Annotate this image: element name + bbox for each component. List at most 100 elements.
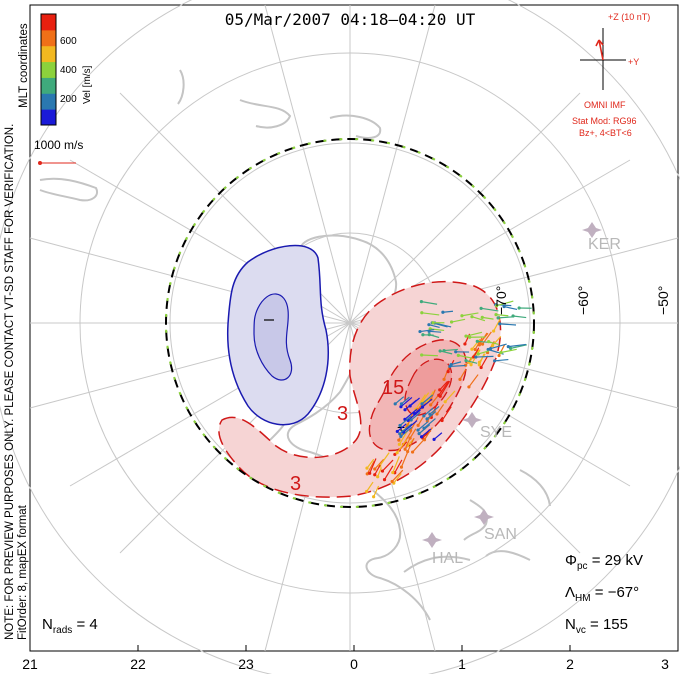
velocity-vector (400, 396, 413, 408)
velocity-vector (423, 418, 436, 429)
velocity-vector (426, 411, 437, 420)
velocity-vector (421, 428, 432, 438)
velocity-vector (496, 300, 514, 307)
velocity-vector-origin (419, 435, 424, 439)
velocity-vector (430, 328, 445, 332)
colorbar-swatch (41, 77, 56, 94)
stat-subscript: rads (52, 625, 73, 636)
velocity-vector-origin (409, 428, 413, 433)
velocity-vector (429, 406, 440, 415)
imf-model: Stat Mod: RG96 (572, 116, 637, 126)
velocity-vector-origin (493, 359, 497, 363)
velocity-vector (421, 301, 438, 305)
velocity-vector (421, 312, 440, 316)
stat-potential: Φpc = 29 kV (565, 552, 643, 572)
velocity-vector-origin (458, 377, 462, 381)
velocity-vector-origin (475, 339, 479, 343)
velocity-vector (482, 316, 494, 320)
velocity-vector (440, 350, 453, 355)
velocity-vector (438, 380, 450, 396)
velocity-vector-origin (373, 467, 377, 471)
velocity-vector (419, 329, 435, 333)
velocity-vector-origin (429, 403, 433, 407)
velocity-vector-origin (422, 438, 427, 442)
colorbar-swatch (41, 29, 56, 47)
velocity-vector-origin (390, 479, 394, 484)
mlt-tick-label: 0 (350, 656, 358, 672)
contour-label: 3 (337, 403, 348, 425)
stat-symbol: N (42, 616, 53, 633)
velocity-vector-origin (393, 402, 397, 406)
imf-vector (598, 39, 604, 61)
velocity-vector-origin (454, 350, 458, 354)
velocity-vector (490, 343, 507, 350)
velocity-vector-origin (418, 329, 422, 334)
stat-symbol: Λ (565, 584, 576, 601)
velocity-vector-origin (399, 465, 404, 469)
velocity-vector (417, 415, 425, 426)
velocity-vector-origin (427, 329, 431, 333)
velocity-vector (377, 467, 382, 477)
velocity-vector (391, 469, 404, 482)
velocity-vector (400, 452, 409, 468)
velocity-vector (510, 344, 527, 349)
velocity-vector-origin (416, 423, 420, 428)
velocity-vector-origin (498, 322, 502, 326)
velocity-vector (404, 408, 418, 420)
velocity-vector (494, 358, 509, 362)
velocity-colorbar (41, 14, 56, 126)
velocity-vector (433, 432, 443, 440)
velocity-vector-origin (399, 434, 403, 438)
imf-y-label: +Y (628, 57, 640, 67)
velocity-vector (434, 322, 452, 328)
station-marker (462, 412, 482, 428)
hm-boundary (165, 138, 535, 508)
velocity-vector (439, 380, 449, 391)
velocity-vector (401, 396, 410, 405)
imf-z-label: +Z (10 nT) (608, 12, 651, 22)
station-marker (422, 532, 442, 548)
velocity-vector-origin (440, 418, 444, 423)
velocity-vector-origin (494, 304, 499, 308)
velocity-vector-origin (403, 447, 407, 451)
colorbar-swatch (41, 109, 56, 126)
velocity-vector-origin (499, 350, 503, 355)
velocity-vector-origin (365, 489, 369, 494)
velocity-vector-origin (476, 352, 480, 356)
velocity-vector-origin (403, 408, 407, 412)
velocity-vector (465, 360, 478, 364)
velocity-vector-origin (425, 417, 429, 421)
velocity-vector (423, 407, 434, 417)
mlt-tick-label: 21 (22, 656, 38, 672)
velocity-vector (428, 324, 440, 329)
velocity-vector-origin (427, 333, 431, 337)
velocity-vector-origin (488, 346, 493, 351)
mlt-tick-label: 22 (130, 656, 146, 672)
mlt-tick-label: 23 (238, 656, 254, 672)
velocity-vector (481, 307, 499, 312)
velocity-vector (396, 423, 407, 432)
velocity-vector (436, 404, 445, 415)
velocity-vector (374, 458, 385, 470)
velocity-vector (403, 420, 418, 433)
velocity-vector-origin (435, 412, 439, 416)
velocity-vector (394, 459, 403, 474)
stat-subscript: pc (576, 561, 588, 572)
velocity-vector (409, 428, 417, 439)
velocity-vector-origin (432, 437, 436, 441)
velocity-vector (421, 354, 438, 357)
velocity-vector (417, 421, 429, 431)
velocity-vector-origin (460, 314, 464, 318)
colorbar-title: Vel [m/s] (82, 65, 93, 104)
velocity-vector (493, 318, 501, 332)
velocity-vector-origin (399, 405, 403, 409)
velocity-vector-origin (492, 329, 496, 333)
velocity-vector-origin (442, 377, 446, 381)
colorbar-swatch (41, 45, 56, 63)
fit-order-text: FitOrder: 8, mapEX format (17, 505, 29, 640)
velocity-vector (449, 364, 466, 368)
velocity-vector (415, 394, 426, 410)
velocity-vector-origin (422, 414, 426, 418)
colorbar-swatch (41, 61, 56, 78)
